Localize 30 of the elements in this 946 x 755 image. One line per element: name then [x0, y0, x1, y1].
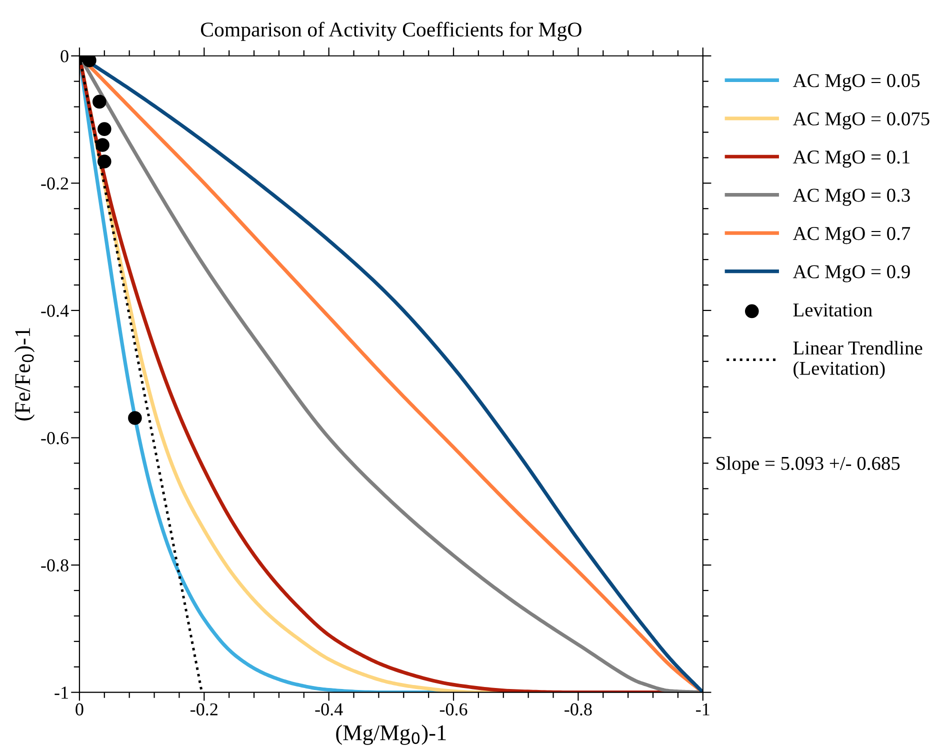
y-axis-title: (Fe/Fe$_{0}$)-1 [14, 328, 35, 420]
x-tick-label: 0 [76, 703, 84, 716]
x-tick-label: -0.4 [315, 703, 343, 716]
legend-label: AC MgO = 0.1 [792, 150, 910, 168]
legend-label: AC MgO = 0.3 [792, 188, 910, 206]
x-axis-title: (Mg/Mg$_{0}$)-1 [336, 724, 446, 745]
legend-label: AC MgO = 0.7 [792, 226, 910, 244]
point [92, 94, 106, 109]
x-tick-label: -0.6 [440, 703, 468, 716]
y-tick-label: -0.2 [41, 177, 68, 190]
point [97, 154, 112, 168]
legend-label: AC MgO = 0.075 [792, 112, 930, 130]
text: Slope = 5.093 +/- 0.685 [716, 456, 900, 474]
y-tick-label: -0.4 [41, 304, 69, 317]
y-tick-label: -0.8 [41, 559, 68, 572]
point [96, 138, 110, 152]
point [97, 122, 112, 136]
legend-label: Linear Trendline (Levitation) [793, 340, 922, 379]
point [128, 411, 142, 425]
x-tick-label: -1 [696, 703, 710, 716]
x-tick-label: -0.8 [564, 703, 592, 716]
y-tick-label: -0.6 [41, 432, 69, 444]
point [82, 56, 96, 68]
chart-title: Comparison of Activity Coefficients for MgO [200, 22, 582, 41]
legend-label: AC MgO = 0.9 [792, 265, 910, 282]
legend-label: AC MgO = 0.05 [792, 74, 920, 92]
legend-label: Levitation [793, 303, 872, 317]
x-tick-label: -0.2 [190, 703, 218, 716]
y-tick-label: 0 [60, 50, 68, 62]
y-tick-label: -1 [54, 686, 68, 699]
